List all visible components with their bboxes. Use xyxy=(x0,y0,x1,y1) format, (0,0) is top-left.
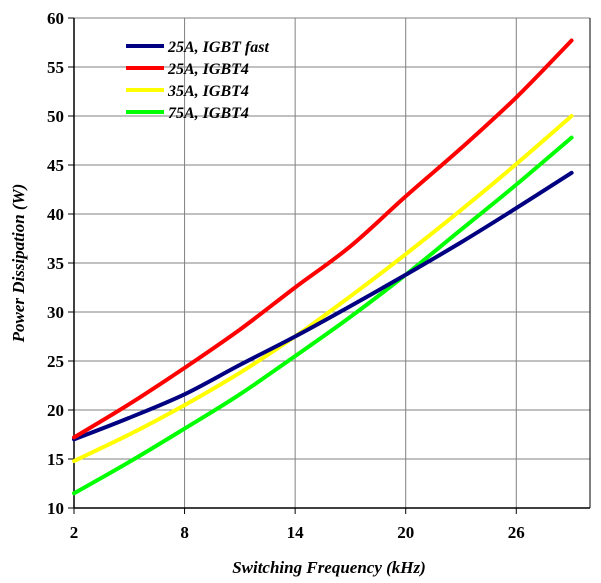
series-lines xyxy=(72,38,574,496)
y-tick-label: 30 xyxy=(47,303,64,322)
y-tick-label: 40 xyxy=(47,205,64,224)
y-tick-labels: 10 15 20 25 30 35 40 45 50 55 60 xyxy=(47,9,64,518)
x-tick-label: 14 xyxy=(287,523,305,542)
legend-label: 25A, IGBT fast xyxy=(167,39,269,56)
y-tick-label: 15 xyxy=(47,450,64,469)
series-line-2 xyxy=(72,114,574,463)
y-tick-label: 45 xyxy=(47,156,64,175)
y-tick-label: 50 xyxy=(47,107,64,126)
y-tick-label: 25 xyxy=(47,352,64,371)
y-tick-label: 10 xyxy=(47,499,64,518)
x-tick-label: 2 xyxy=(70,523,79,542)
legend-item: 75A, IGBT4 xyxy=(126,105,249,122)
x-tick-label: 20 xyxy=(397,523,414,542)
y-tick-label: 60 xyxy=(47,9,64,28)
gridlines xyxy=(74,17,590,509)
y-axis-title: Power Dissipation (W) xyxy=(9,184,28,344)
x-axis-title: Switching Frequency (kHz) xyxy=(232,558,426,577)
legend-label: 35A, IGBT4 xyxy=(167,83,249,100)
legend-label: 25A, IGBT4 xyxy=(167,61,249,78)
series-line-1 xyxy=(72,38,574,440)
series-line-3 xyxy=(72,135,574,496)
x-tick-labels: 2 8 14 20 26 xyxy=(70,523,525,542)
legend-item: 25A, IGBT4 xyxy=(126,61,249,78)
legend: 25A, IGBT fast 25A, IGBT4 35A, IGBT4 75A, I… xyxy=(126,39,269,122)
legend-item: 35A, IGBT4 xyxy=(126,83,249,100)
x-tick-label: 8 xyxy=(180,523,189,542)
y-tick-label: 35 xyxy=(47,254,64,273)
series-line-0 xyxy=(72,170,574,442)
axes xyxy=(68,17,591,514)
legend-label: 75A, IGBT4 xyxy=(168,105,249,122)
y-tick-label: 20 xyxy=(47,401,64,420)
y-tick-label: 55 xyxy=(47,58,64,77)
x-tick-label: 26 xyxy=(508,523,525,542)
legend-item: 25A, IGBT fast xyxy=(126,39,269,56)
